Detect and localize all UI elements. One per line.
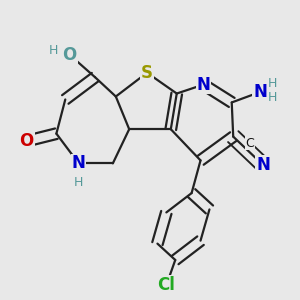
Text: S: S [141, 64, 153, 82]
Text: O: O [20, 132, 34, 150]
Text: O: O [63, 46, 77, 64]
Text: H: H [74, 176, 83, 189]
Text: Cl: Cl [158, 276, 175, 294]
Text: H: H [49, 44, 58, 57]
Text: N: N [72, 154, 86, 172]
Text: N: N [253, 83, 267, 101]
Text: H: H [268, 92, 277, 104]
Text: H: H [268, 77, 277, 90]
Text: N: N [196, 76, 210, 94]
Text: C: C [245, 137, 254, 150]
Text: N: N [256, 156, 270, 174]
